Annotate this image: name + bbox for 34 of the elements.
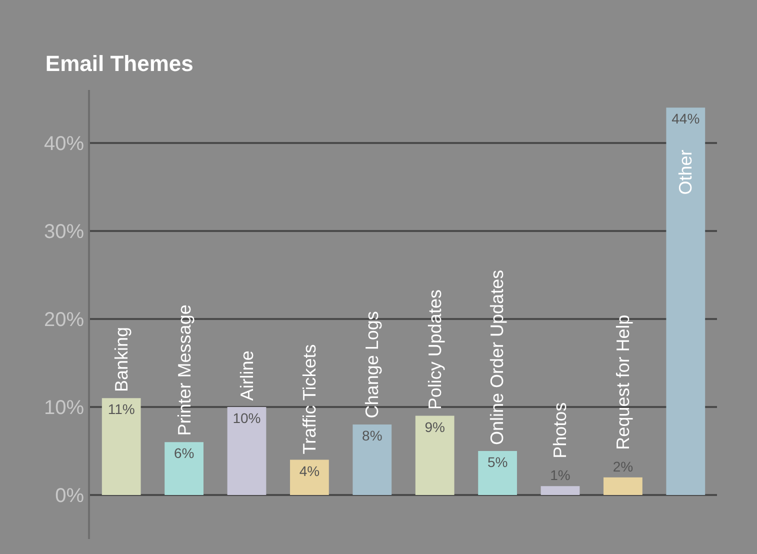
y-tick-label: 0%	[55, 484, 84, 507]
data-label: 4%	[299, 462, 320, 479]
x-tick-label: Online Order Updates	[487, 270, 508, 446]
bar	[102, 398, 141, 495]
x-tick-label: Change Logs	[362, 311, 382, 418]
x-tick-label: Photos	[550, 402, 570, 458]
x-tick-label: Airline	[236, 350, 257, 401]
data-label: 8%	[362, 428, 382, 444]
data-label: 6%	[174, 445, 194, 462]
x-tick-label: Policy Updates	[425, 290, 446, 410]
y-tick-label: 20%	[44, 308, 84, 331]
y-tick-label: 40%	[44, 132, 84, 155]
data-label: 44%	[672, 110, 700, 127]
bar	[540, 486, 580, 495]
bar	[478, 450, 517, 495]
x-tick-label: Banking	[112, 326, 132, 392]
bar	[666, 108, 706, 495]
x-tick-label: Other	[676, 150, 696, 195]
bar	[164, 442, 204, 495]
y-tick-label: 30%	[44, 220, 84, 243]
bar	[415, 416, 454, 495]
data-label: 9%	[424, 418, 445, 435]
data-label: 10%	[232, 410, 261, 426]
y-tick-label: 10%	[44, 396, 84, 419]
x-tick-label: Request for Help	[613, 314, 634, 450]
bar	[352, 424, 392, 495]
data-label: 11%	[108, 401, 135, 418]
bar	[604, 477, 642, 495]
bar	[227, 406, 266, 495]
bar	[290, 460, 329, 495]
data-label: 5%	[487, 454, 508, 470]
x-tick-label: Printer Message	[174, 304, 194, 436]
chart-title: Email Themes	[45, 50, 194, 76]
x-tick-label: Traffic Tickets	[300, 344, 320, 454]
